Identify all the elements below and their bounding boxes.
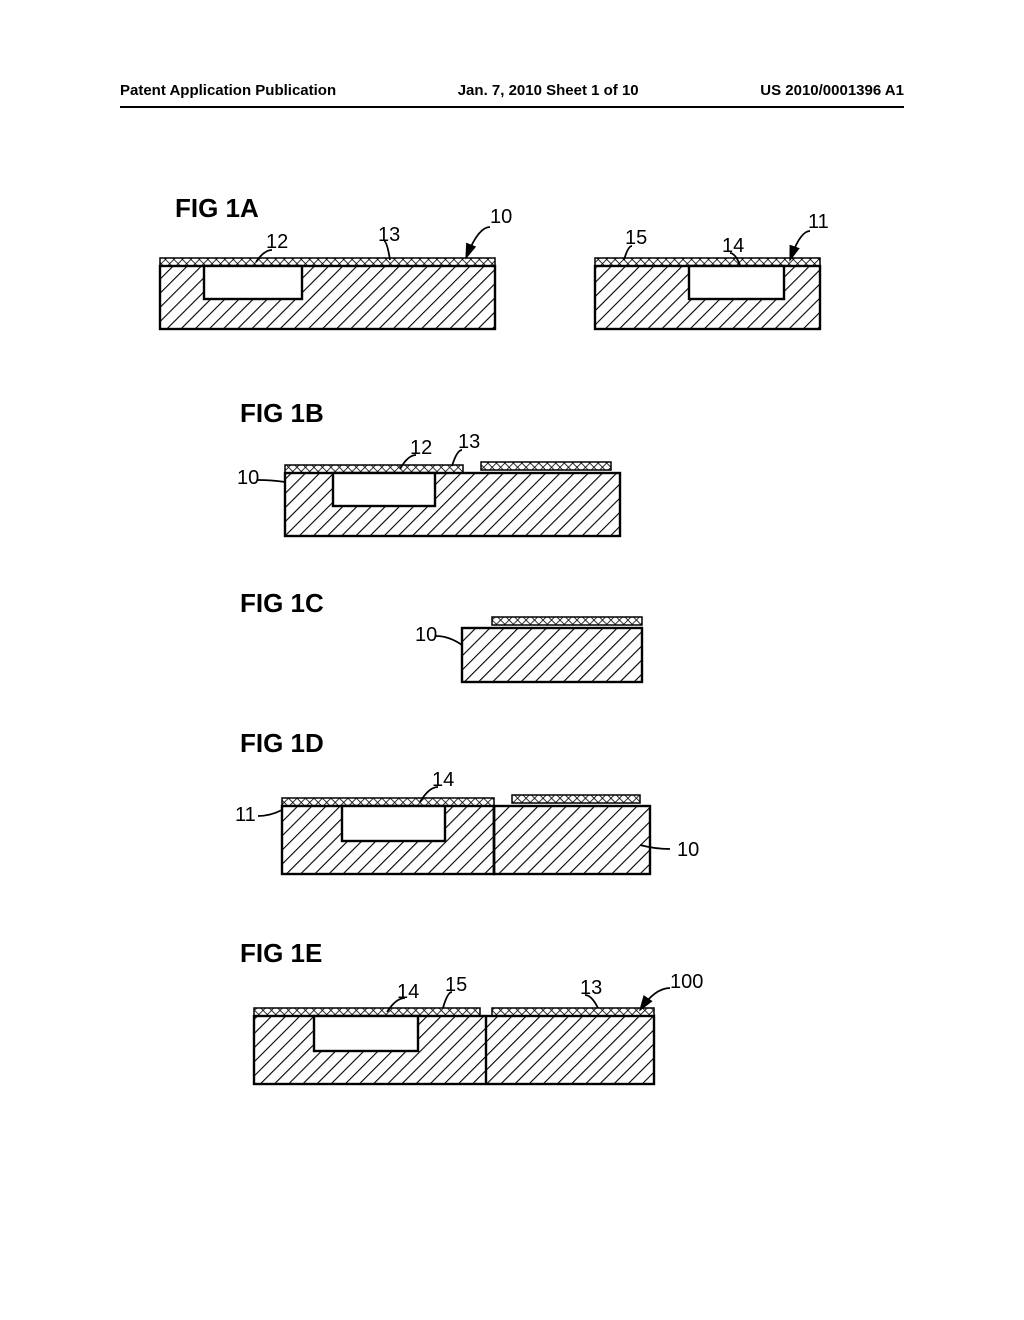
svg-text:10: 10 <box>415 624 437 646</box>
svg-text:FIG 1B: FIG 1B <box>240 398 324 428</box>
svg-text:10: 10 <box>677 839 699 861</box>
svg-text:13: 13 <box>378 224 400 246</box>
svg-text:15: 15 <box>625 227 647 249</box>
svg-text:11: 11 <box>235 804 256 826</box>
svg-text:FIG 1E: FIG 1E <box>240 938 322 968</box>
svg-text:100: 100 <box>670 971 703 993</box>
svg-text:15: 15 <box>445 974 467 996</box>
svg-text:10: 10 <box>490 206 512 228</box>
figure-canvas: FIG 1A121310151411FIG 1B121310FIG 1C10FI… <box>0 0 1024 1320</box>
svg-text:10: 10 <box>237 467 259 489</box>
svg-text:FIG 1A: FIG 1A <box>175 193 259 223</box>
svg-text:FIG 1C: FIG 1C <box>240 588 324 618</box>
svg-text:FIG 1D: FIG 1D <box>240 728 324 758</box>
svg-text:11: 11 <box>808 211 829 233</box>
svg-text:13: 13 <box>580 977 602 999</box>
